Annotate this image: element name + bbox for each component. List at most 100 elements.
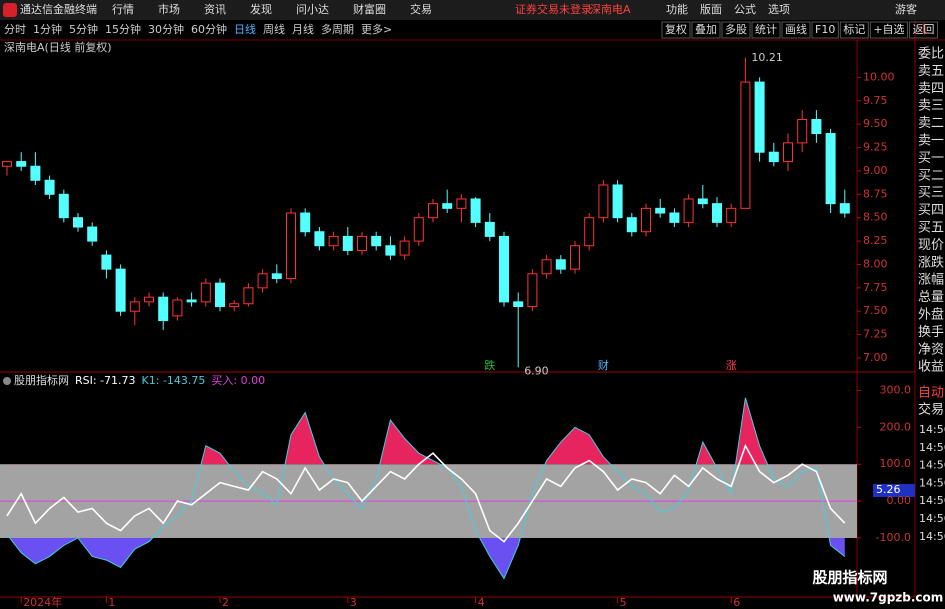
watermark: 股朋指标网	[812, 569, 887, 587]
period-tab[interactable]: 日线	[234, 22, 256, 36]
tool-button[interactable]: 叠加	[695, 23, 717, 36]
y-tick-label: 8.25	[863, 234, 888, 247]
quote-field: 买五	[918, 221, 944, 236]
tool-frame	[839, 21, 869, 39]
tool-button[interactable]: 画线	[785, 22, 807, 36]
menu-item[interactable]: 问小达	[296, 3, 329, 16]
period-tab[interactable]: 周线	[263, 22, 285, 36]
quote-field: 卖三	[918, 99, 944, 114]
tool-button[interactable]: 复权	[665, 22, 687, 36]
period-tab[interactable]: 更多>	[361, 22, 392, 36]
menu-item[interactable]: 版面	[700, 2, 722, 16]
x-tick-label: 3	[350, 596, 357, 609]
candle-body	[442, 203, 453, 209]
menu-item[interactable]: 交易	[410, 2, 432, 16]
event-marker[interactable]: 涨	[726, 359, 737, 372]
event-marker[interactable]: 跌	[484, 358, 495, 372]
period-tab[interactable]: 30分钟	[148, 22, 184, 36]
candle-body	[513, 301, 524, 308]
candle-body	[797, 118, 808, 144]
candle-body	[754, 81, 765, 153]
candle-body	[697, 198, 708, 205]
candle-body	[484, 221, 495, 237]
menu-item[interactable]: 行情	[112, 3, 134, 16]
quote-field: 涨幅	[918, 273, 944, 288]
candle-body	[825, 133, 836, 205]
y-tick-label: 8.75	[863, 187, 888, 200]
quote-field: 换手	[918, 325, 944, 340]
candle-body	[626, 217, 637, 233]
quote-field: 净资	[918, 342, 944, 357]
quote-field: 卖一	[918, 134, 944, 149]
settings-icon[interactable]	[3, 377, 11, 385]
period-tab[interactable]: 月线	[292, 22, 314, 36]
candle-body	[30, 165, 41, 181]
period-tab[interactable]: 1分钟	[33, 22, 62, 36]
period-tab[interactable]: 15分钟	[105, 22, 141, 36]
candle-body	[598, 184, 609, 219]
side-item[interactable]: 交易	[918, 402, 944, 418]
side-item[interactable]: 自动	[918, 386, 944, 401]
tool-button[interactable]: 统计	[755, 23, 777, 36]
candle-body	[641, 207, 651, 233]
candle-body	[2, 161, 12, 167]
quote-field: 买四	[918, 203, 944, 218]
quote-field: 涨跌	[918, 254, 944, 270]
tool-button[interactable]: +自选	[873, 23, 904, 36]
candle-body	[399, 240, 410, 256]
time-label: 14:56	[919, 512, 945, 525]
period-tab[interactable]: 多周期	[321, 22, 354, 36]
tool-button[interactable]: 返回	[913, 23, 935, 36]
candle-body	[87, 226, 98, 242]
menu-item[interactable]: 选项	[768, 3, 790, 16]
candle-body	[186, 299, 197, 303]
candle-body	[811, 118, 822, 135]
menu-item[interactable]: 公式	[734, 3, 756, 16]
menu-item[interactable]: 功能	[666, 2, 688, 16]
candle-body	[115, 268, 126, 312]
low-annotation: 6.90	[524, 364, 549, 377]
y-tick-label: 7.25	[863, 328, 888, 341]
period-tab[interactable]: 分时	[4, 23, 26, 36]
period-tab[interactable]: 60分钟	[191, 22, 227, 36]
menu-item[interactable]: 市场	[158, 2, 180, 16]
candle-body	[669, 212, 680, 223]
login-status[interactable]: 证券交易未登录	[515, 2, 592, 16]
x-tick-label: 2	[222, 596, 229, 609]
tool-frame	[751, 21, 781, 39]
time-label: 14:56	[919, 459, 945, 472]
down-fill	[7, 537, 845, 579]
quote-field: 卖五	[918, 64, 944, 79]
x-tick-label: 1	[108, 596, 115, 609]
menu-item[interactable]: 发现	[250, 2, 272, 16]
stock-name: 深南电A	[590, 3, 631, 16]
tool-button[interactable]: F10	[815, 23, 835, 36]
candle-body	[44, 179, 55, 195]
menu-item[interactable]: 资讯	[204, 3, 226, 16]
tool-button[interactable]: 标记	[843, 22, 865, 36]
candle-body	[371, 235, 382, 247]
y-tick-label: 100.0	[880, 457, 912, 470]
candle-body	[271, 273, 282, 279]
candle-body	[286, 212, 296, 279]
period-tab[interactable]: 5分钟	[69, 22, 98, 36]
menu-item[interactable]: 财富圈	[353, 2, 386, 16]
candle-body	[740, 81, 751, 209]
candle-body	[73, 217, 83, 228]
y-tick-label: 9.75	[863, 94, 888, 107]
tool-frame	[909, 21, 939, 39]
tool-frame	[721, 21, 751, 39]
candle-body	[342, 235, 353, 251]
y-tick-label: 7.75	[863, 281, 888, 294]
candle-body	[101, 254, 112, 270]
menu-item[interactable]: 游客	[895, 2, 917, 16]
x-tick-label: 4	[478, 596, 485, 609]
quote-field: 卖二	[918, 116, 944, 131]
event-marker[interactable]: 财	[598, 358, 609, 372]
x-tick-label: 5	[620, 596, 627, 609]
tool-button[interactable]: 多股	[725, 22, 747, 36]
y-tick-label: 10.00	[863, 70, 895, 83]
candle-body	[712, 203, 722, 223]
